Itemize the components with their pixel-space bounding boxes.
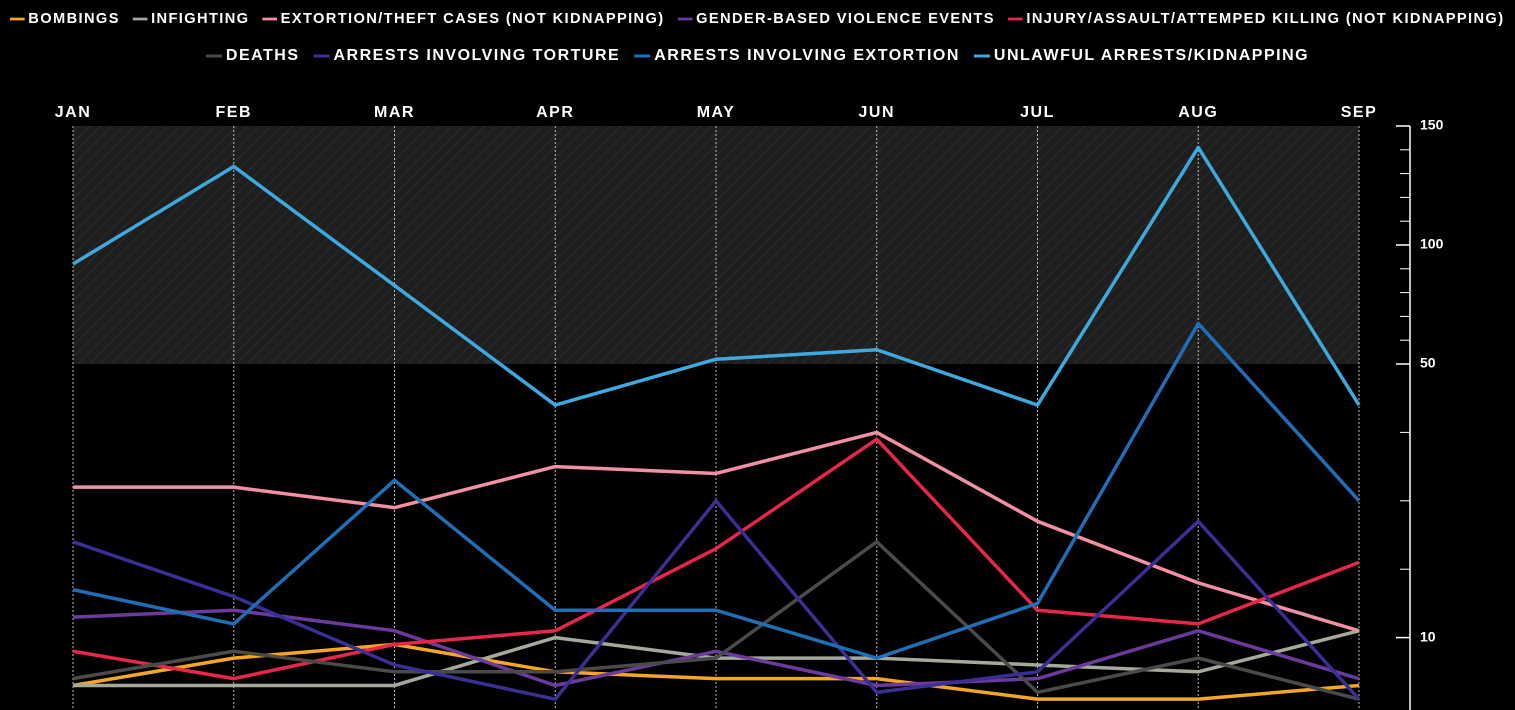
month-label: MAR <box>374 104 415 121</box>
y-tick-label: 100 <box>1420 236 1444 252</box>
month-label: APR <box>536 104 574 121</box>
month-label: SEP <box>1341 104 1378 121</box>
legend-label: DEATHS <box>226 47 300 64</box>
legend-item: UNLAWFUL ARRESTS/KIDNAPPING <box>973 47 1309 64</box>
legend-label: GENDER-BASED VIOLENCE EVENTS <box>696 11 995 27</box>
legend-row: DEATHS ARRESTS INVOLVING TORTURE ARRESTS I… <box>205 47 1309 64</box>
legend-item: INFIGHTING <box>132 11 249 27</box>
y-tick-label: 150 <box>1420 117 1444 133</box>
series-line <box>72 608 1360 688</box>
series-line <box>72 499 1361 701</box>
month-label: FEB <box>216 104 253 121</box>
month-label: JUN <box>858 104 895 121</box>
month-label: JUL <box>1020 104 1055 121</box>
legend-item: INJURY/ASSAULT/ATTEMPED KILLING (NOT KID… <box>1008 11 1504 27</box>
legend-label: ARRESTS INVOLVING EXTORTION <box>654 47 960 64</box>
legend-row: BOMBINGS INFIGHTING EXTORTION/THEFT CASES … <box>10 11 1504 27</box>
legend-item: BOMBINGS <box>10 11 120 27</box>
month-label: AUG <box>1178 104 1218 121</box>
legend-item: DEATHS <box>205 47 300 64</box>
y-tick-label: 10 <box>1420 628 1436 644</box>
legend-label: ARRESTS INVOLVING TORTURE <box>334 47 621 64</box>
legend-label: INFIGHTING <box>151 11 249 27</box>
y-tick-label: 50 <box>1420 355 1436 371</box>
legend-item: ARRESTS INVOLVING TORTURE <box>313 47 621 64</box>
series-line <box>73 430 1360 633</box>
legend-item: ARRESTS INVOLVING EXTORTION <box>634 47 960 64</box>
shaded-band <box>73 126 1359 364</box>
legend-label: EXTORTION/THEFT CASES (NOT KIDNAPPING) <box>281 11 665 27</box>
series-line <box>72 437 1360 681</box>
series-line <box>72 642 1360 701</box>
legend-item: EXTORTION/THEFT CASES (NOT KIDNAPPING) <box>262 11 665 27</box>
series-line <box>72 321 1361 660</box>
series-line <box>72 540 1360 701</box>
legend-label: UNLAWFUL ARRESTS/KIDNAPPING <box>994 47 1309 64</box>
month-label: MAY <box>697 104 736 121</box>
series-line <box>72 145 1361 407</box>
legend-label: BOMBINGS <box>28 11 120 27</box>
legend-label: INJURY/ASSAULT/ATTEMPED KILLING (NOT KID… <box>1026 11 1504 27</box>
legend-item: GENDER-BASED VIOLENCE EVENTS <box>677 11 995 27</box>
month-label: JAN <box>55 104 92 121</box>
